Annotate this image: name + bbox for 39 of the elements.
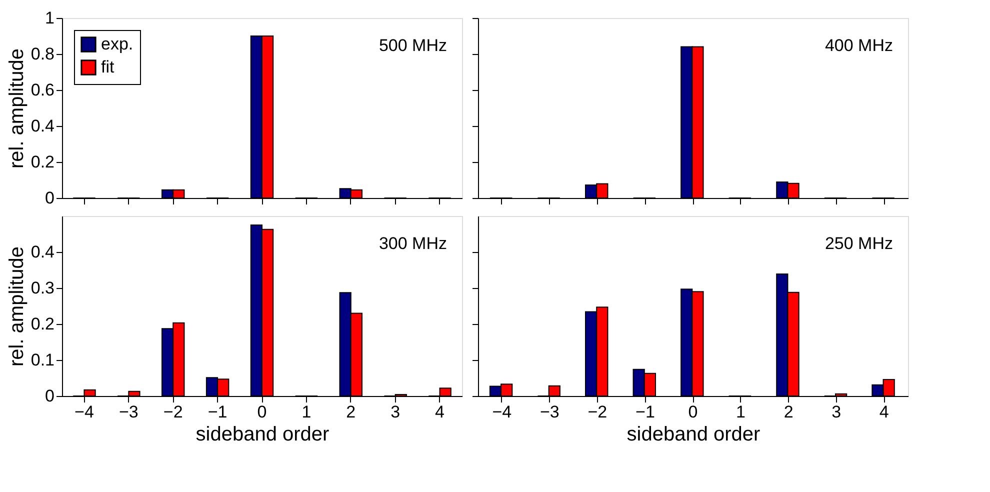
x-tick-label: 2 [346, 402, 356, 422]
x-tick-label: −3 [540, 402, 560, 422]
y-tick-label: 0.2 [30, 314, 54, 334]
y-tick-label: 0.3 [30, 278, 54, 298]
legend-label: fit [101, 58, 114, 76]
y-axis-title: rel. amplitude [6, 246, 28, 367]
y-axis-title: rel. amplitude [6, 48, 28, 169]
x-tick-label: 4 [879, 402, 889, 422]
y-tick-label: 0 [45, 188, 54, 208]
y-tick-label: 0.6 [30, 80, 54, 100]
annotation: 500 MHz [378, 36, 447, 55]
annotation: 400 MHz [824, 36, 893, 55]
annotation: 250 MHz [824, 234, 893, 253]
y-tick-label: 0.4 [30, 242, 54, 262]
x-tick-label: 1 [302, 402, 312, 422]
x-tick-label: −4 [74, 402, 94, 422]
x-tick-label: 4 [435, 402, 445, 422]
x-tick-label: −3 [118, 402, 138, 422]
x-axis-title: sideband order [626, 424, 761, 446]
y-tick-label: 0.4 [30, 116, 54, 136]
x-tick-label: −4 [492, 402, 512, 422]
y-tick-label: 0.8 [30, 44, 54, 64]
x-tick-label: 0 [257, 402, 267, 422]
y-tick-label: 1 [45, 8, 54, 28]
x-axis-title: sideband order [196, 424, 330, 446]
x-tick-label: 1 [736, 402, 746, 422]
y-tick-label: 0.1 [30, 350, 54, 370]
x-tick-label: −2 [163, 402, 183, 422]
y-tick-label: 0.2 [30, 152, 54, 172]
y-tick-label: 0 [45, 386, 54, 406]
x-tick-label: −2 [588, 402, 608, 422]
x-tick-label: 2 [784, 402, 794, 422]
x-tick-label: 0 [688, 402, 698, 422]
legend-label: exp. [101, 34, 134, 54]
x-tick-label: −1 [636, 402, 655, 422]
x-tick-label: 3 [390, 402, 400, 422]
x-tick-label: 3 [832, 402, 842, 422]
annotation: 300 MHz [378, 234, 447, 253]
x-tick-label: −1 [208, 402, 228, 422]
